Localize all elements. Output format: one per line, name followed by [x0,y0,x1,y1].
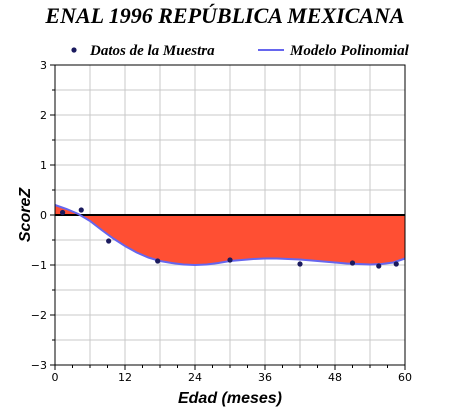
area-fill [55,205,405,265]
legend-label-datos: Datos de la Muestra [89,43,215,59]
y-tick-label: 2 [40,109,47,122]
y-tick-label: −3 [31,359,47,372]
x-tick-label: 60 [398,371,412,384]
data-point [227,257,233,263]
y-axis-label: ScoreZ [17,187,34,242]
x-axis-label: Edad (meses) [178,390,282,407]
y-tick-label: 1 [40,159,47,172]
data-point [349,260,356,266]
x-tick-label: 36 [258,371,272,384]
data-point [106,238,112,244]
x-tick-label: 0 [52,371,59,384]
y-tick-label: −2 [31,309,47,322]
chart-title: ENAL 1996 REPÚBLICA MEXICANA [44,3,404,28]
plot-area: 0 12 24 36 48 60 3 2 1 0 −1 −2 −3 [31,59,412,384]
y-tick-label: 3 [40,59,47,72]
x-tick-label: 48 [328,371,342,384]
legend-label-modelo: Modelo Polinomial [289,43,410,59]
x-tick-label: 24 [188,371,202,384]
y-tick-label: 0 [40,209,47,222]
data-point [59,209,66,216]
data-point [78,207,84,213]
data-point [376,263,382,269]
data-point [393,261,399,267]
y-tick-label: −1 [31,259,47,272]
x-tick-label: 12 [118,371,132,384]
data-point [297,261,303,267]
legend-marker-datos [71,47,77,53]
data-point [155,258,161,264]
legend: Datos de la Muestra Modelo Polinomial [71,43,410,59]
